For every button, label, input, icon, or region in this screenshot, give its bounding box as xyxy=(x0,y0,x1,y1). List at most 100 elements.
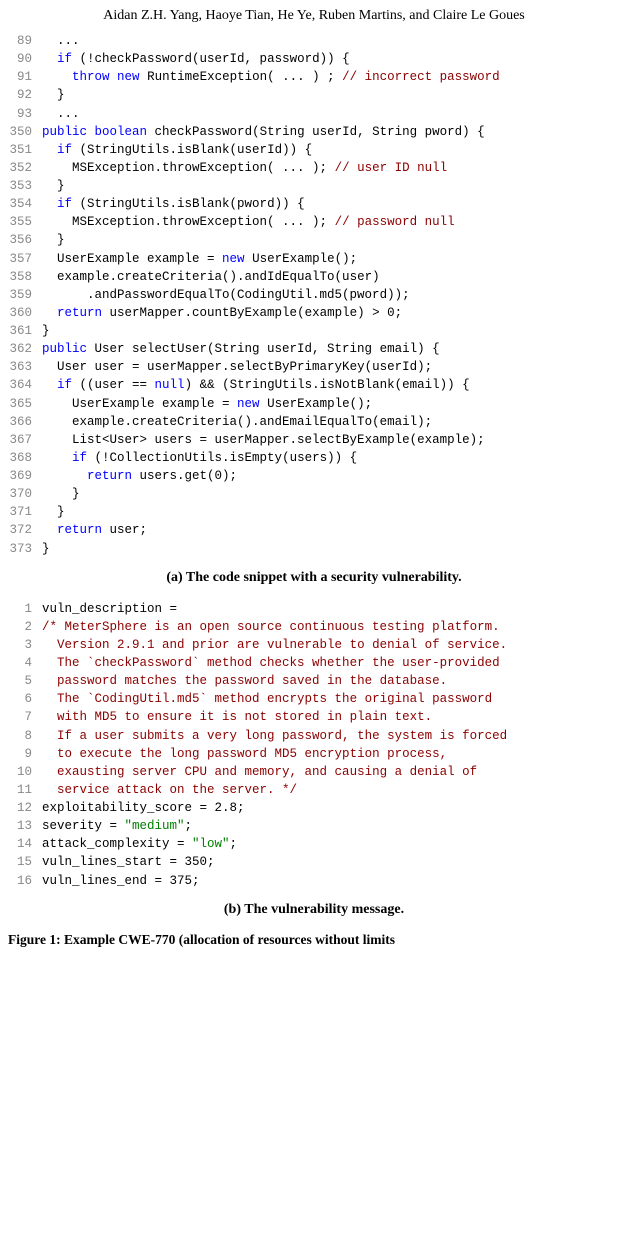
line-number: 369 xyxy=(8,467,42,485)
line-number: 358 xyxy=(8,268,42,286)
code-content: if ((user == null) && (StringUtils.isNot… xyxy=(42,376,620,394)
code-content: if (!CollectionUtils.isEmpty(users)) { xyxy=(42,449,620,467)
line-number: 2 xyxy=(8,618,42,636)
code-content: public User selectUser(String userId, St… xyxy=(42,340,620,358)
code-line: 370 } xyxy=(8,485,620,503)
code-content: example.createCriteria().andIdEqualTo(us… xyxy=(42,268,620,286)
line-number: 92 xyxy=(8,86,42,104)
code-content: /* MeterSphere is an open source continu… xyxy=(42,618,620,636)
code-content: User user = userMapper.selectByPrimaryKe… xyxy=(42,358,620,376)
line-number: 365 xyxy=(8,395,42,413)
line-number: 364 xyxy=(8,376,42,394)
code-content: The `checkPassword` method checks whethe… xyxy=(42,654,620,672)
line-number: 367 xyxy=(8,431,42,449)
code-snippet-a: 89 ...90 if (!checkPassword(userId, pass… xyxy=(8,32,620,558)
code-line: 365 UserExample example = new UserExampl… xyxy=(8,395,620,413)
line-number: 11 xyxy=(8,781,42,799)
code-content: } xyxy=(42,177,620,195)
code-line: 13severity = "medium"; xyxy=(8,817,620,835)
code-line: 352 MSException.throwException( ... ); /… xyxy=(8,159,620,177)
line-number: 93 xyxy=(8,105,42,123)
code-line: 91 throw new RuntimeException( ... ) ; /… xyxy=(8,68,620,86)
code-line: 363 User user = userMapper.selectByPrima… xyxy=(8,358,620,376)
code-content: UserExample example = new UserExample(); xyxy=(42,250,620,268)
code-content: if (StringUtils.isBlank(pword)) { xyxy=(42,195,620,213)
line-number: 356 xyxy=(8,231,42,249)
code-line: 350public boolean checkPassword(String u… xyxy=(8,123,620,141)
code-line: 7 with MD5 to ensure it is not stored in… xyxy=(8,708,620,726)
line-number: 10 xyxy=(8,763,42,781)
code-content: vuln_lines_end = 375; xyxy=(42,872,620,890)
line-number: 354 xyxy=(8,195,42,213)
line-number: 13 xyxy=(8,817,42,835)
code-content: If a user submits a very long password, … xyxy=(42,727,620,745)
code-line: 1vuln_description = xyxy=(8,600,620,618)
code-line: 364 if ((user == null) && (StringUtils.i… xyxy=(8,376,620,394)
code-content: attack_complexity = "low"; xyxy=(42,835,620,853)
code-content: exploitability_score = 2.8; xyxy=(42,799,620,817)
line-number: 372 xyxy=(8,521,42,539)
line-number: 359 xyxy=(8,286,42,304)
code-line: 15vuln_lines_start = 350; xyxy=(8,853,620,871)
code-line: 361} xyxy=(8,322,620,340)
line-number: 7 xyxy=(8,708,42,726)
line-number: 15 xyxy=(8,853,42,871)
line-number: 90 xyxy=(8,50,42,68)
line-number: 362 xyxy=(8,340,42,358)
line-number: 1 xyxy=(8,600,42,618)
code-line: 16vuln_lines_end = 375; xyxy=(8,872,620,890)
code-line: 372 return user; xyxy=(8,521,620,539)
code-line: 11 service attack on the server. */ xyxy=(8,781,620,799)
line-number: 3 xyxy=(8,636,42,654)
code-line: 92 } xyxy=(8,86,620,104)
code-content: UserExample example = new UserExample(); xyxy=(42,395,620,413)
caption-b: (b) The vulnerability message. xyxy=(8,902,620,918)
code-line: 2/* MeterSphere is an open source contin… xyxy=(8,618,620,636)
code-line: 351 if (StringUtils.isBlank(userId)) { xyxy=(8,141,620,159)
code-line: 360 return userMapper.countByExample(exa… xyxy=(8,304,620,322)
line-number: 350 xyxy=(8,123,42,141)
code-content: vuln_lines_start = 350; xyxy=(42,853,620,871)
code-content: ... xyxy=(42,32,620,50)
caption-a: (a) The code snippet with a security vul… xyxy=(8,570,620,586)
line-number: 352 xyxy=(8,159,42,177)
figure-caption: Figure 1: Example CWE-770 (allocation of… xyxy=(8,932,620,948)
code-content: The `CodingUtil.md5` method encrypts the… xyxy=(42,690,620,708)
code-line: 359 .andPasswordEqualTo(CodingUtil.md5(p… xyxy=(8,286,620,304)
code-line: 367 List<User> users = userMapper.select… xyxy=(8,431,620,449)
line-number: 351 xyxy=(8,141,42,159)
code-content: ... xyxy=(42,105,620,123)
code-snippet-b: 1vuln_description =2/* MeterSphere is an… xyxy=(8,600,620,890)
code-line: 354 if (StringUtils.isBlank(pword)) { xyxy=(8,195,620,213)
code-line: 3 Version 2.9.1 and prior are vulnerable… xyxy=(8,636,620,654)
line-number: 12 xyxy=(8,799,42,817)
code-line: 8 If a user submits a very long password… xyxy=(8,727,620,745)
code-line: 353 } xyxy=(8,177,620,195)
line-number: 8 xyxy=(8,727,42,745)
line-number: 361 xyxy=(8,322,42,340)
line-number: 9 xyxy=(8,745,42,763)
code-content: if (!checkPassword(userId, password)) { xyxy=(42,50,620,68)
code-content: severity = "medium"; xyxy=(42,817,620,835)
line-number: 360 xyxy=(8,304,42,322)
line-number: 4 xyxy=(8,654,42,672)
code-line: 10 exausting server CPU and memory, and … xyxy=(8,763,620,781)
line-number: 89 xyxy=(8,32,42,50)
code-content: MSException.throwException( ... ); // us… xyxy=(42,159,620,177)
code-line: 90 if (!checkPassword(userId, password))… xyxy=(8,50,620,68)
line-number: 14 xyxy=(8,835,42,853)
code-content: .andPasswordEqualTo(CodingUtil.md5(pword… xyxy=(42,286,620,304)
code-content: if (StringUtils.isBlank(userId)) { xyxy=(42,141,620,159)
code-line: 12exploitability_score = 2.8; xyxy=(8,799,620,817)
code-line: 362public User selectUser(String userId,… xyxy=(8,340,620,358)
code-line: 366 example.createCriteria().andEmailEqu… xyxy=(8,413,620,431)
code-line: 356 } xyxy=(8,231,620,249)
code-content: throw new RuntimeException( ... ) ; // i… xyxy=(42,68,620,86)
line-number: 355 xyxy=(8,213,42,231)
code-line: 89 ... xyxy=(8,32,620,50)
code-content: return users.get(0); xyxy=(42,467,620,485)
code-content: } xyxy=(42,485,620,503)
code-line: 355 MSException.throwException( ... ); /… xyxy=(8,213,620,231)
line-number: 373 xyxy=(8,540,42,558)
code-content: exausting server CPU and memory, and cau… xyxy=(42,763,620,781)
